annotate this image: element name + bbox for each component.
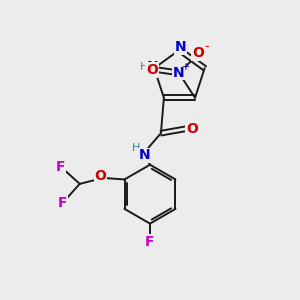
Text: O: O [192,46,204,60]
Text: F: F [58,196,68,210]
Text: O: O [94,169,106,184]
Text: N: N [173,66,184,80]
Text: O: O [186,122,198,136]
Text: +: + [181,62,189,72]
Text: N: N [139,148,151,162]
Text: -: - [204,40,208,53]
Text: N: N [147,60,159,74]
Text: O: O [146,63,158,77]
Text: H: H [140,62,148,72]
Text: F: F [145,235,155,249]
Text: N: N [175,40,187,54]
Text: H: H [132,143,140,154]
Text: F: F [56,160,65,174]
